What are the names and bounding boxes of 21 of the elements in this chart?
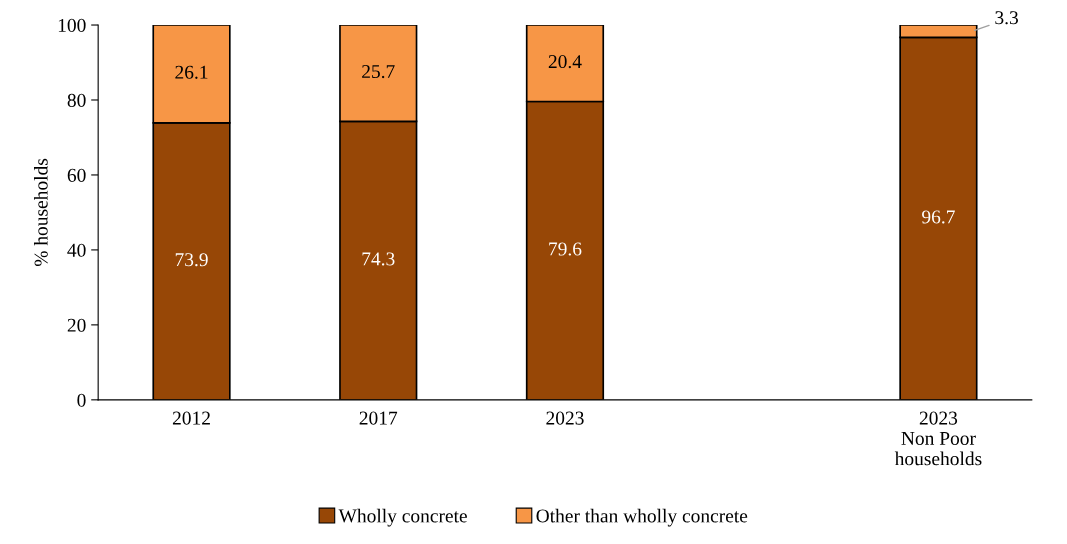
data-label: 26.1 <box>175 65 208 79</box>
legend-label: Other than wholly concrete <box>536 508 748 527</box>
x-tick-label: 2023 Non Poor households <box>894 411 982 466</box>
y-tick-label: 0 <box>77 393 86 407</box>
y-tick-label: 60 <box>67 168 86 182</box>
data-label: 74.3 <box>362 252 395 266</box>
x-tick-label: 2017 <box>359 411 398 425</box>
data-label: 20.4 <box>548 55 582 69</box>
x-tick-label: 2012 <box>172 411 210 425</box>
y-tick-label: 80 <box>67 93 86 107</box>
data-label: 25.7 <box>362 64 395 79</box>
data-label: 79.6 <box>549 242 582 256</box>
x-tick-label: 2023 <box>546 411 584 425</box>
y-tick-label: 100 <box>58 18 86 32</box>
y-axis-title: % households <box>34 158 48 267</box>
data-label: 3.3 <box>995 11 1018 25</box>
y-tick-label: 20 <box>67 318 86 332</box>
data-label: 96.7 <box>922 210 955 224</box>
legend-label: Wholly concrete <box>338 508 467 527</box>
data-label: 73.9 <box>175 253 208 267</box>
y-tick-label: 40 <box>67 243 86 257</box>
